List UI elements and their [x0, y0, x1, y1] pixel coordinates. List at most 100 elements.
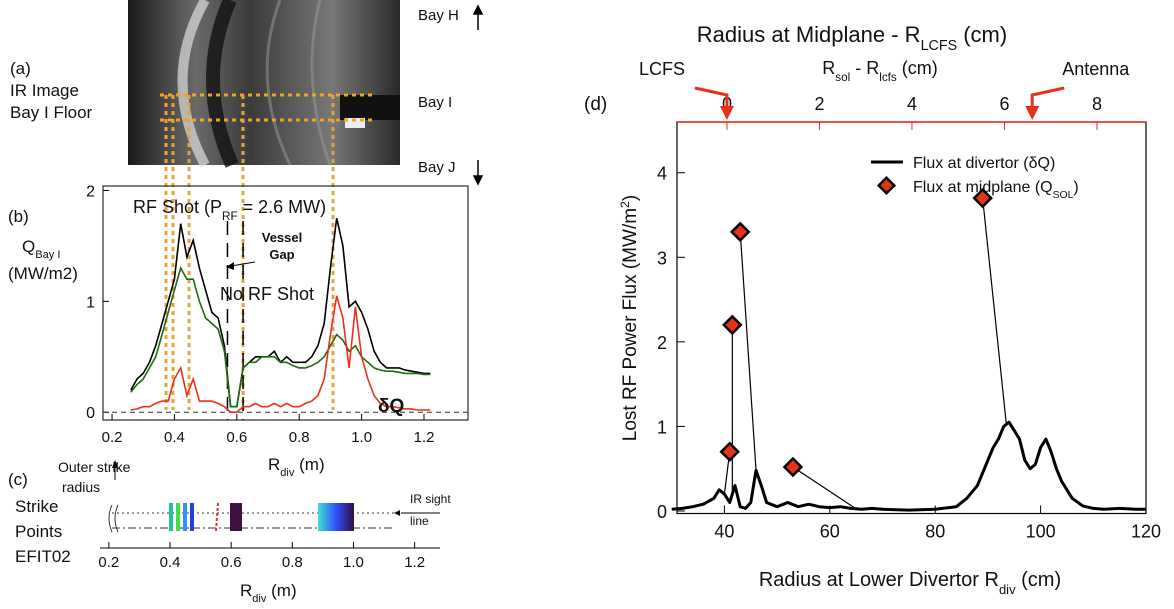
x2-annotation: Antenna [1062, 59, 1130, 79]
y-axis-label-part: Lost RF Power Flux (MW/m [620, 208, 641, 441]
legend-label: Flux at divertor (δQ) [913, 155, 1055, 172]
y-axis-label-part: ) [620, 195, 641, 201]
legend-label-part: Flux at divertor (δQ) [913, 155, 1055, 172]
x-axis-label-part: div [280, 467, 295, 479]
plot-title-part: RF Shot (P [133, 197, 222, 217]
overlay-lines [160, 93, 372, 410]
x-tick-label: 40 [714, 522, 734, 542]
caption: Points [15, 522, 62, 541]
legend-swatch [876, 175, 897, 196]
series-line [130, 266, 431, 408]
x2-axis-sublabel-part: lcfs [879, 71, 897, 84]
y-tick-label: 0 [86, 405, 95, 422]
y-tick-label: 2 [657, 333, 667, 353]
panel-label: (c) [8, 470, 28, 489]
x-axis-label: Radius at Lower Divertor Rdiv (cm) [759, 569, 1061, 597]
x-tick-label: 0.6 [226, 429, 247, 446]
x2-tick-label: 6 [999, 94, 1009, 114]
x-tick-label: 0.2 [98, 554, 119, 571]
x2-arrowhead [719, 106, 734, 120]
x-axis-label-part: R [240, 581, 252, 600]
y-axis-unit: (MW/m2) [8, 264, 78, 283]
plot-title-part: = 2.6 MW) [238, 197, 327, 217]
y-tick-label: 0 [657, 502, 667, 522]
scatter-point [719, 441, 740, 463]
y-axis-label: Lost RF Power Flux (MW/m2) [618, 195, 641, 442]
y-tick-label: 1 [657, 417, 667, 437]
panel-label: (d) [584, 94, 607, 115]
x2-axis-sublabel-part: - R [850, 58, 879, 78]
caption: Strike [15, 497, 58, 516]
connector [792, 466, 857, 510]
x2-tick-label: 4 [907, 94, 917, 114]
x2-axis-label: Radius at Midplane - RLCFS (cm) [697, 22, 1007, 54]
x-axis-label-part: div [999, 582, 1016, 597]
x-tick-label: 1.2 [414, 429, 435, 446]
x-axis-label-part: (m) [266, 581, 296, 600]
x-tick-label: 120 [1131, 522, 1161, 542]
series-label: δQ [378, 396, 404, 417]
y-axis-label-part: 2 [618, 201, 632, 208]
connector [982, 198, 1007, 425]
x-tick-label: 1.2 [404, 554, 425, 571]
scatter-point [972, 187, 993, 209]
y-tick-label: 2 [86, 183, 95, 200]
legend-label: Flux at midplane (QSOL) [913, 179, 1079, 201]
caption: EFIT02 [15, 547, 71, 566]
x-tick-label: 0.4 [164, 429, 185, 446]
plot-frame [102, 185, 469, 421]
x2-arrowhead [1025, 106, 1040, 120]
annotation: Outer strike [58, 459, 131, 475]
ir-image [128, 0, 400, 168]
bay-label: Bay H [418, 7, 459, 24]
bay-arrows [472, 4, 484, 186]
x-tick-label: 60 [820, 522, 840, 542]
strip-decor [108, 261, 440, 533]
legend-label-part: Flux at midplane (Q [913, 179, 1053, 196]
x-tick-label: 0.2 [102, 429, 123, 446]
legend-label-part: SOL [1053, 190, 1074, 201]
bay-label: Bay J [418, 159, 456, 176]
x-tick-label: 0.6 [221, 554, 242, 571]
x-axis-label-part: (cm) [1016, 569, 1062, 591]
x-tick-label: 100 [1026, 522, 1056, 542]
y-tick-label: 1 [86, 294, 95, 311]
plot-title-part: RF [222, 210, 238, 223]
scatter-point [729, 221, 751, 243]
y-axis-label-part: Q [22, 237, 35, 256]
x2-annotation: LCFS [639, 59, 685, 79]
series-label: No RF Shot [220, 284, 314, 304]
scatter-point [782, 456, 804, 478]
x-axis-label-part: (m) [294, 455, 324, 474]
x-tick-label: 1.0 [343, 554, 364, 571]
x-tick-label: 80 [925, 522, 945, 542]
x2-axis-label-part: (cm) [957, 22, 1007, 47]
x-tick-label: 0.8 [289, 429, 310, 446]
annotation: radius [62, 479, 100, 495]
x2-axis-sublabel: Rsol - Rlcfs (cm) [822, 58, 937, 84]
connector [739, 231, 757, 471]
annotation: Vessel [262, 230, 303, 245]
y-tick-label: 3 [657, 248, 667, 268]
x-tick-label: 0.4 [160, 554, 181, 571]
x2-axis-label-part: LCFS [921, 38, 958, 54]
plot-title: RF Shot (PRF = 2.6 MW) [133, 197, 326, 223]
annotation: line [410, 514, 429, 528]
bay-label: Bay I [418, 94, 452, 111]
caption: IR Image [10, 81, 79, 100]
x2-tick-label: 8 [1092, 94, 1102, 114]
series-line [671, 420, 1146, 512]
x-axis-label-part: R [268, 455, 280, 474]
x-axis-label: Rdiv (m) [268, 455, 325, 479]
panel-label: (b) [8, 207, 29, 226]
x2-axis-sublabel-part: (cm) [897, 58, 938, 78]
scatter-point [722, 314, 743, 336]
panel-label: (a) [10, 59, 31, 78]
y-axis-label-part: Bay I [35, 249, 60, 261]
x2-axis-sublabel-part: R [822, 58, 835, 78]
annotation: IR sight [410, 492, 451, 506]
y-tick-label: 4 [657, 164, 667, 184]
x2-axis-sublabel-part: sol [835, 71, 850, 84]
x2-axis-label-part: Radius at Midplane - R [697, 22, 921, 47]
series-line [130, 295, 431, 413]
